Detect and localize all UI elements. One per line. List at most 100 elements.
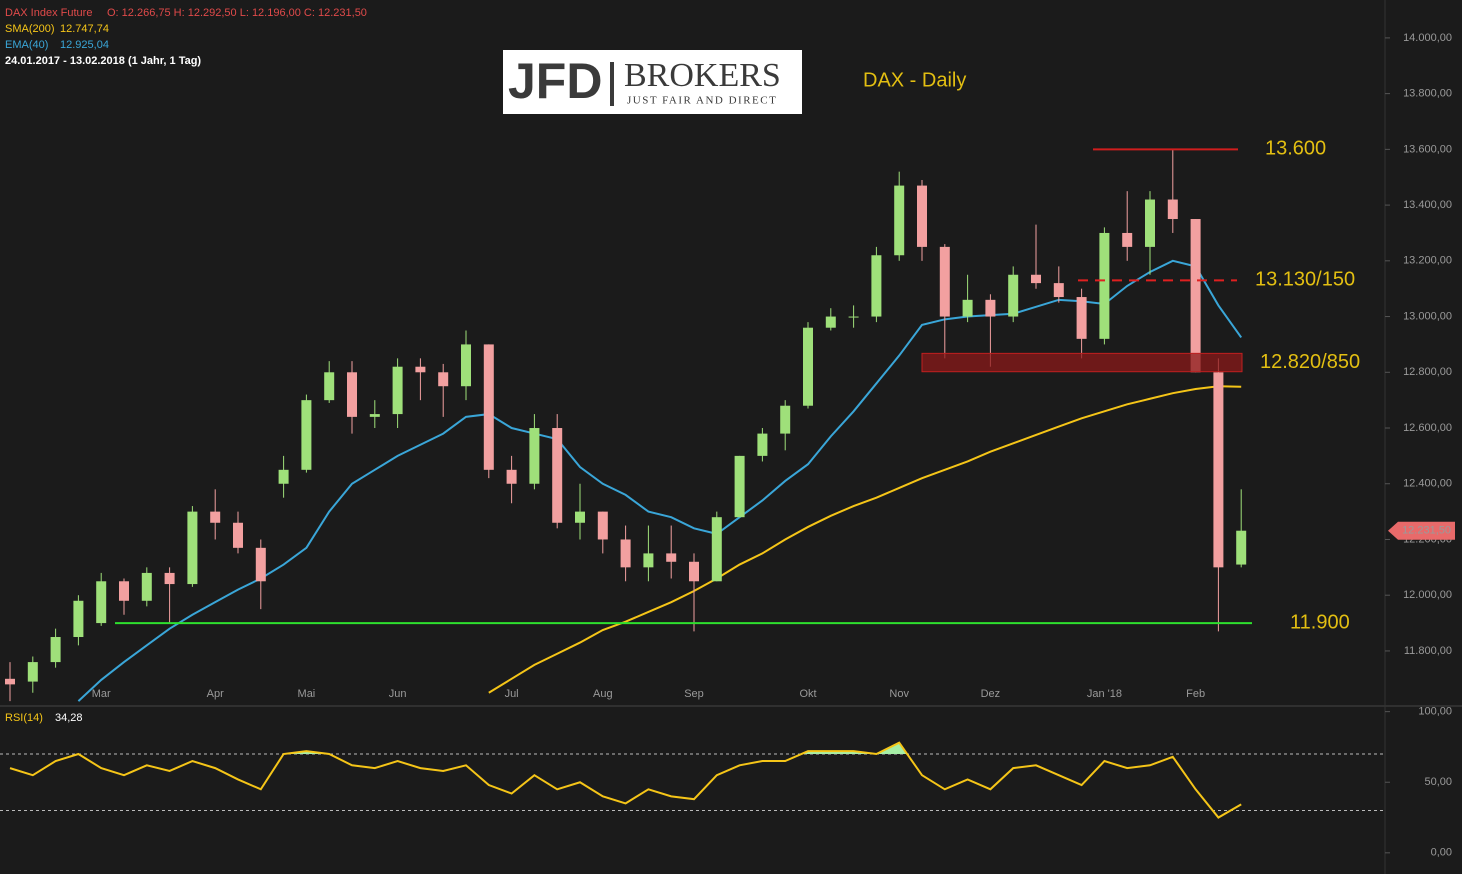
x-tick-label: Feb <box>1186 688 1205 700</box>
candle-body <box>1099 232 1110 339</box>
y-tick-label: 12.400,00 <box>1403 478 1452 490</box>
candle-body <box>1122 232 1133 247</box>
candle-body <box>1031 274 1041 284</box>
candle-body <box>301 400 312 470</box>
candle-body <box>1236 530 1247 565</box>
indicator-name: RSI(14) <box>5 712 43 724</box>
y-tick-label: 14.000,00 <box>1403 32 1452 44</box>
period: 24.01.2017 - 13.02.2018 (1 Jahr, 1 Tag) <box>5 55 201 67</box>
x-tick-label: Sep <box>684 688 704 700</box>
candle-body <box>917 185 927 247</box>
candle-body <box>210 511 221 523</box>
candle-body <box>825 316 836 328</box>
y-tick-label: 12.600,00 <box>1403 422 1452 434</box>
y-tick-label: 13.800,00 <box>1403 88 1452 100</box>
y-tick-label: 11.800,00 <box>1404 645 1452 657</box>
candle-body <box>96 581 107 624</box>
y-tick-label: 13.000,00 <box>1403 310 1452 322</box>
candle-body <box>255 547 266 582</box>
candle-body <box>461 344 471 387</box>
chart-title: DAX - Daily <box>863 69 966 91</box>
logo-box <box>503 50 802 114</box>
candle-body <box>734 455 745 518</box>
candle-body <box>871 255 882 317</box>
candle-body <box>5 678 15 685</box>
x-tick-label: Dez <box>981 688 1001 700</box>
logo-divider <box>610 62 614 106</box>
candle-body <box>780 405 791 434</box>
ohlc: O: 12.266,75 H: 12.292,50 L: 12.196,00 C… <box>107 7 367 19</box>
candle-body <box>27 662 38 682</box>
logo-right: BROKERS <box>624 57 781 94</box>
annotation-label: 12.820/850 <box>1260 351 1360 373</box>
price-tag <box>1388 521 1455 540</box>
candle-body <box>1076 297 1087 339</box>
line-series <box>488 385 1242 694</box>
candle-body <box>347 372 357 417</box>
candle-body <box>187 511 198 585</box>
logo-left: JFD <box>508 53 602 109</box>
annotation-label: 13.600 <box>1265 138 1326 160</box>
candle-body <box>643 553 654 568</box>
candle-body <box>689 561 699 582</box>
candle-body <box>1053 283 1064 298</box>
candle-body <box>233 522 243 548</box>
candle-body <box>324 372 335 401</box>
x-tick-label: Apr <box>207 688 224 700</box>
y-tick-label: 13.600,00 <box>1403 143 1452 155</box>
line-series <box>9 741 1242 819</box>
candle-body <box>666 553 677 562</box>
candle-body <box>119 581 129 601</box>
candle-body <box>483 344 494 470</box>
candle-body <box>620 539 631 568</box>
y-tick-label: 50,00 <box>1424 776 1452 788</box>
instrument: DAX Index Future <box>5 7 92 19</box>
x-tick-label: Jun <box>389 688 407 700</box>
y-tick-label: 0,00 <box>1431 847 1452 859</box>
candle-body <box>438 372 449 387</box>
candle-body <box>1008 274 1019 317</box>
legend-value: 12.747,74 <box>60 23 109 35</box>
candle-body <box>711 517 722 582</box>
candle-body <box>1145 199 1155 247</box>
candle-body <box>141 572 152 601</box>
x-tick-label: Jul <box>505 688 519 700</box>
candle-body <box>962 299 973 317</box>
candle-body <box>1213 372 1224 568</box>
candle-body <box>278 469 289 484</box>
candle-body <box>415 366 426 373</box>
indicator-value: 34,28 <box>55 712 83 724</box>
candle-body <box>50 637 61 663</box>
candle-body <box>369 414 380 417</box>
annotation-label: 11.900 <box>1290 611 1350 633</box>
candle-body <box>1167 199 1178 220</box>
candle-body <box>894 185 905 256</box>
candle-body <box>1190 219 1201 373</box>
x-tick-label: Okt <box>799 688 816 700</box>
legend-name: EMA(40) <box>5 39 48 51</box>
candle-body <box>506 469 517 484</box>
y-tick-label: 13.400,00 <box>1403 199 1452 211</box>
candle-body <box>848 316 859 318</box>
y-tick-label: 12.000,00 <box>1403 589 1452 601</box>
zone <box>921 352 1243 373</box>
y-tick-label: 12.800,00 <box>1403 366 1452 378</box>
candle-body <box>575 511 585 523</box>
candle-body <box>529 428 540 484</box>
y-tick-label: 100,00 <box>1418 706 1452 718</box>
candle-body <box>392 366 403 415</box>
line-series <box>77 259 1243 702</box>
legend-value: 12.925,04 <box>60 39 109 51</box>
x-tick-label: Mai <box>298 688 316 700</box>
x-tick-label: Mar <box>92 688 111 700</box>
candle-body <box>73 600 84 638</box>
legend-name: SMA(200) <box>5 23 55 35</box>
annotation-label: 13.130/150 <box>1255 269 1355 291</box>
candle-body <box>985 299 996 317</box>
candle-body <box>803 327 813 406</box>
logo: JFD BROKERS JUST FAIR AND DIRECT <box>503 50 802 114</box>
price-tag-label: 12.231,50 <box>1402 525 1451 537</box>
candle-body <box>164 572 175 585</box>
